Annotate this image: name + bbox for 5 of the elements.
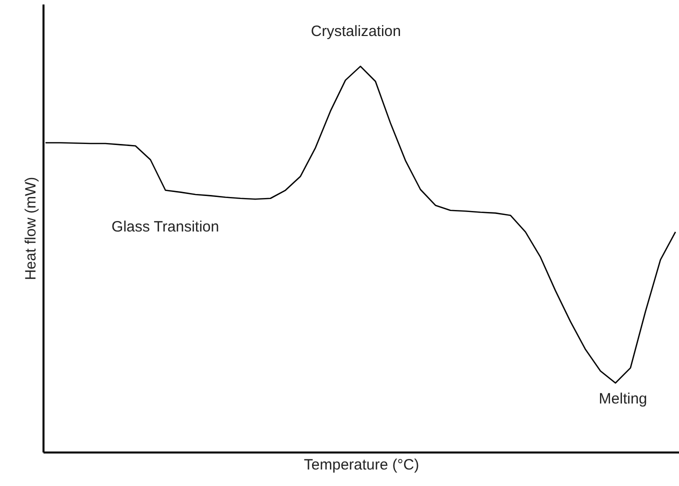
text: Crystalization xyxy=(310,23,401,40)
x-axis-title: Temperature (°C) xyxy=(304,456,420,474)
annotation: Melting xyxy=(598,390,648,408)
y-axis-title: Heat flow (mW) xyxy=(22,176,40,280)
annotation: Glass Transition xyxy=(112,218,220,236)
